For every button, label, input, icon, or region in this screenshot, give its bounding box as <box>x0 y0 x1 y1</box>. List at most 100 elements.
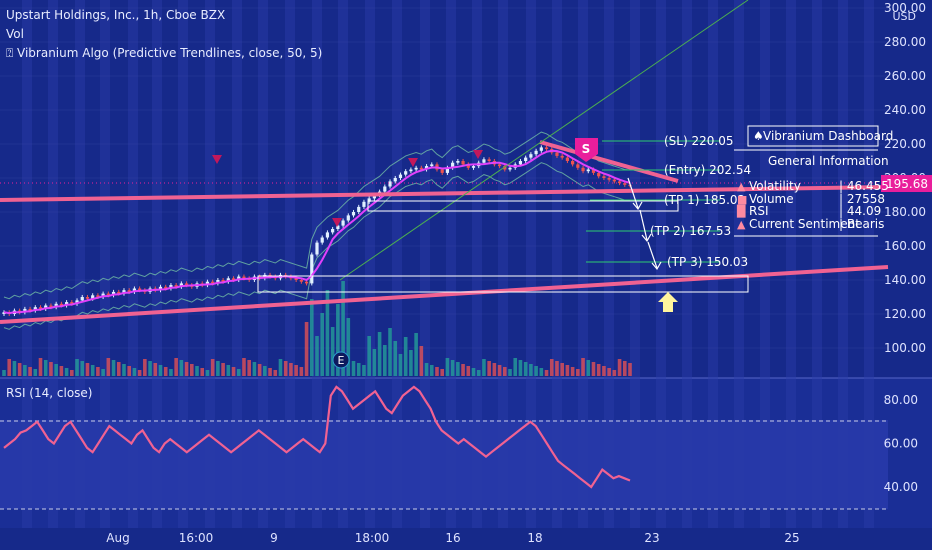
candle-body <box>524 157 528 161</box>
tp3-label: (TP 3) 150.03 <box>667 255 748 269</box>
candle-body <box>91 295 95 299</box>
volume-bar <box>570 367 575 376</box>
volume-bar <box>96 367 100 376</box>
volume-bar <box>299 367 304 376</box>
dashboard-title: Vibranium Dashboard <box>763 129 893 143</box>
volume-bar <box>372 349 377 376</box>
sell-marker-icon <box>212 155 222 164</box>
volume-bar <box>476 370 481 376</box>
volume-bar <box>23 365 27 376</box>
bullish-arrow-icon <box>658 292 678 312</box>
volume-bar <box>508 369 512 376</box>
rsi-tick-label: 40.00 <box>884 480 918 494</box>
candle-body <box>623 183 627 185</box>
volume-bar <box>304 322 309 376</box>
sl-label: (SL) 220.05 <box>664 134 733 148</box>
candle-body <box>398 174 403 178</box>
volume-bar <box>309 299 314 376</box>
entry-label: (Entry) 202.54 <box>664 163 751 177</box>
dashboard-row-label: Current Sentiment <box>749 217 860 231</box>
volume-bar <box>132 368 137 376</box>
candle-body <box>357 206 361 212</box>
time-tick-label: 18 <box>527 531 542 545</box>
volume-bar <box>529 364 533 376</box>
projection-arrowhead-1 <box>632 201 643 211</box>
price-tick-label: 220.00 <box>884 137 926 151</box>
dashboard-title-box <box>747 125 879 147</box>
session-stripe <box>178 0 188 528</box>
volume-bar <box>143 359 147 376</box>
volume-bar <box>163 367 168 376</box>
resistance-trendline <box>539 140 679 183</box>
session-stripe <box>285 0 295 528</box>
volume-bar <box>226 365 231 376</box>
volume-bar <box>351 361 356 376</box>
volume-bar <box>440 369 444 376</box>
volume-bar <box>523 362 528 376</box>
volume-bar <box>534 366 538 376</box>
session-stripe <box>338 0 348 528</box>
candle-body <box>138 288 142 291</box>
dashboard-row-icon: ■ <box>737 193 747 206</box>
candle-body <box>555 152 559 156</box>
session-stripe <box>75 0 85 528</box>
volume-bar <box>111 360 116 376</box>
projection-arrow-2 <box>639 209 648 241</box>
volume-bar <box>388 328 392 376</box>
volume-bar <box>28 367 32 376</box>
session-stripe <box>630 0 640 528</box>
volume-bar <box>49 362 53 376</box>
candle-body <box>451 162 455 168</box>
candle-body <box>388 181 392 187</box>
volume-bar <box>549 359 554 376</box>
volume-bar <box>414 333 418 376</box>
candle-body <box>461 161 465 165</box>
indicator-legend: ⍰ Vibranium Algo (Predictive Trendlines,… <box>6 46 323 60</box>
candle-body <box>164 286 168 289</box>
candle-body <box>586 169 590 172</box>
moving-average-line <box>3 149 631 315</box>
volume-bar <box>231 367 236 376</box>
dashboard-row-value: | 44.09 <box>839 204 881 218</box>
session-stripe <box>864 0 874 528</box>
session-stripe <box>128 0 138 528</box>
volume-bar <box>497 365 502 376</box>
session-stripe <box>552 0 562 528</box>
candle-body <box>471 166 476 168</box>
volume-bar <box>429 365 434 376</box>
candle-body <box>184 283 189 286</box>
volume-bar <box>409 350 413 376</box>
volume-bar <box>148 361 152 376</box>
chart-title: Upstart Holdings, Inc., 1h, Cboe BZX <box>6 8 226 22</box>
dashboard-row-label: Volume <box>749 192 794 206</box>
candle-body <box>409 169 413 172</box>
candle-body <box>117 291 121 294</box>
volume-bar <box>555 361 559 376</box>
candle-body <box>174 285 178 287</box>
candle-body <box>440 169 444 173</box>
candle-body <box>231 278 236 280</box>
candle-body <box>404 171 408 175</box>
candle-body <box>85 297 90 299</box>
session-stripe <box>682 0 692 528</box>
volume-bar <box>153 363 158 376</box>
support-zone <box>257 275 749 293</box>
volume-bar <box>12 361 17 376</box>
volume-bar <box>602 366 606 376</box>
volume-bar <box>393 341 398 376</box>
session-stripe <box>258 0 268 528</box>
volume-bar <box>273 370 278 376</box>
session-stripe <box>708 0 718 528</box>
volume-bar <box>195 366 199 376</box>
candle-body <box>414 167 418 170</box>
volume-bar <box>252 362 257 376</box>
candle-body <box>205 281 210 286</box>
volume-bar <box>336 304 340 376</box>
candle-body <box>456 161 460 163</box>
session-stripe <box>22 0 32 528</box>
candle-body <box>430 164 434 167</box>
session-stripe <box>446 0 456 528</box>
price-tick-label: 180.00 <box>884 205 926 219</box>
session-stripe <box>498 0 508 528</box>
